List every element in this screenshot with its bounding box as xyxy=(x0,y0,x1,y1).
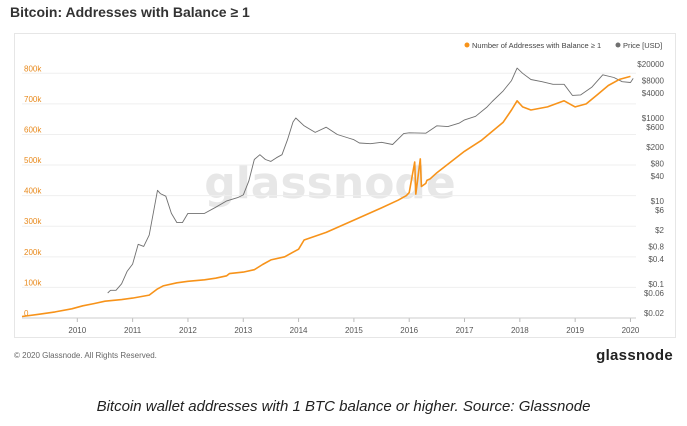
right-axis: $0.02 $0.06$0.1 $0.4 $0.8 $2 $6$10 $40 $80 $200 $… xyxy=(637,60,664,318)
right-tick-label: $20000 xyxy=(637,60,664,69)
right-tick-label: $0.8 xyxy=(648,242,664,251)
x-tick-label: 2012 xyxy=(179,326,197,335)
x-tick-label: 2015 xyxy=(345,326,363,335)
legend-label-price[interactable]: Price [USD] xyxy=(623,41,662,50)
right-tick-label: $1000 xyxy=(642,114,665,123)
left-tick-label: 100k xyxy=(24,278,42,287)
x-tick-label: 2018 xyxy=(511,326,529,335)
x-tick-label: 2017 xyxy=(456,326,474,335)
left-tick-label: 400k xyxy=(24,187,42,196)
left-tick-label: 200k xyxy=(24,248,42,257)
glassnode-logo: glassnode xyxy=(596,347,673,364)
legend-marker-price xyxy=(615,42,621,48)
figure-caption: Bitcoin wallet addresses with 1 BTC bala… xyxy=(96,398,591,415)
x-tick-label: 2013 xyxy=(234,326,252,335)
right-tick-label: $40 xyxy=(651,172,665,181)
price-series-line xyxy=(107,67,634,294)
x-tick-label: 2020 xyxy=(622,326,640,335)
legend[interactable]: Number of Addresses with Balance ≥ 1 Pric… xyxy=(464,41,663,50)
x-tick-label: 2019 xyxy=(566,326,584,335)
x-tick-label: 2016 xyxy=(400,326,418,335)
copyright-text: © 2020 Glassnode. All Rights Reserved. xyxy=(14,351,157,360)
x-tick-label: 2014 xyxy=(290,326,308,335)
right-tick-label: $0.4 xyxy=(648,255,664,264)
right-tick-label: $600 xyxy=(646,123,664,132)
right-tick-label: $4000 xyxy=(642,89,665,98)
left-tick-label: 0 xyxy=(24,309,29,318)
x-axis: 2010 2011 2012 2013 2014 2015 2016 2017 2018 2019… xyxy=(22,317,640,335)
right-tick-label: $200 xyxy=(646,143,664,152)
right-tick-label: $0.1 xyxy=(648,280,664,289)
right-tick-label: $10 xyxy=(651,197,665,206)
left-tick-label: 700k xyxy=(24,95,42,104)
legend-marker-addresses xyxy=(464,42,470,48)
right-tick-label: $6 xyxy=(655,206,664,215)
right-tick-label: $8000 xyxy=(642,77,665,86)
legend-label-addresses[interactable]: Number of Addresses with Balance ≥ 1 xyxy=(472,41,601,50)
x-tick-label: 2011 xyxy=(124,326,142,335)
right-tick-label: $0.02 xyxy=(644,309,665,318)
left-tick-label: 300k xyxy=(24,217,42,226)
right-tick-label: $2 xyxy=(655,226,664,235)
right-tick-label: $80 xyxy=(651,159,665,168)
right-tick-label: $0.06 xyxy=(644,289,665,298)
chart-title: Bitcoin: Addresses with Balance ≥ 1 xyxy=(10,4,250,20)
left-tick-label: 800k xyxy=(24,64,42,73)
addresses-series-line xyxy=(21,75,631,318)
series-group xyxy=(21,67,634,318)
x-tick-label: 2010 xyxy=(68,326,86,335)
left-tick-label: 600k xyxy=(24,125,42,134)
watermark: glassnode xyxy=(204,158,456,209)
left-tick-label: 500k xyxy=(24,156,42,165)
left-axis: 0 100k 200k 300k 400k 500k 600k 700k 800k xyxy=(24,64,42,318)
grid xyxy=(22,72,636,319)
